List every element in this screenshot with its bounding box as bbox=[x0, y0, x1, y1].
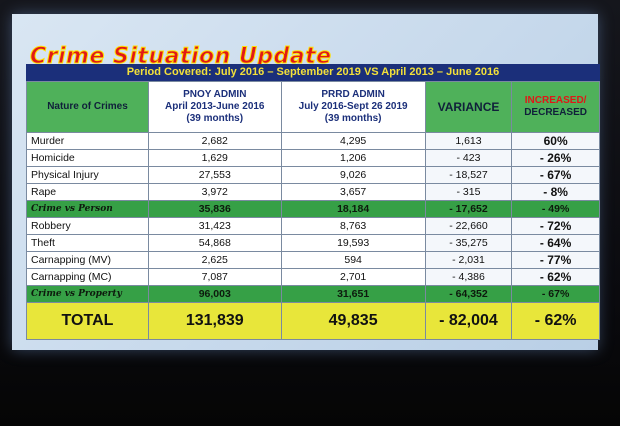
header-text: PRRD ADMIN bbox=[321, 89, 385, 100]
value-cell: - 423 bbox=[424, 149, 513, 167]
header-text: INCREASED/ bbox=[524, 95, 587, 106]
total-row: TOTAL 131,839 49,835- 82,004- 62% bbox=[26, 302, 600, 340]
value-cell: 1,206 bbox=[280, 149, 426, 167]
value-cell: 35,836 bbox=[147, 200, 282, 218]
header-cell: PNOY ADMIN April 2013-June 2016 (39 months… bbox=[147, 81, 282, 133]
header-text: April 2013-June 2016 bbox=[165, 101, 265, 112]
value-cell: 2,682 bbox=[147, 132, 282, 150]
value-cell: - 22,660 bbox=[424, 217, 513, 235]
header-text: July 2016-Sept 26 2019 bbox=[298, 101, 408, 112]
label-cell: Rape bbox=[26, 183, 149, 201]
value-cell: - 49% bbox=[511, 200, 600, 218]
value-cell: - 17,652 bbox=[424, 200, 513, 218]
label-cell: Robbery bbox=[26, 217, 149, 235]
value-cell: 18,184 bbox=[280, 200, 426, 218]
value-cell: - 82,004 bbox=[424, 302, 513, 340]
value-cell: 31,423 bbox=[147, 217, 282, 235]
value-cell: 1,613 bbox=[424, 132, 513, 150]
value-cell: 594 bbox=[280, 251, 426, 269]
value-cell: - 18,527 bbox=[424, 166, 513, 184]
header-text: DECREASED bbox=[524, 107, 587, 118]
value-cell: 96,003 bbox=[147, 285, 282, 303]
value-cell: - 62% bbox=[511, 302, 600, 340]
data-row: Physical Injury 27,553 9,026- 18,527- 67% bbox=[26, 166, 600, 184]
value-cell: 2,625 bbox=[147, 251, 282, 269]
value-cell: - 64,352 bbox=[424, 285, 513, 303]
value-cell: - 2,031 bbox=[424, 251, 513, 269]
value-cell: 31,651 bbox=[280, 285, 426, 303]
label-cell: Physical Injury bbox=[26, 166, 149, 184]
value-cell: 54,868 bbox=[147, 234, 282, 252]
value-cell: 3,657 bbox=[280, 183, 426, 201]
value-cell: 131,839 bbox=[147, 302, 282, 340]
data-row: Murder 2,682 4,295 1,613 60% bbox=[26, 132, 600, 150]
value-cell: - 315 bbox=[424, 183, 513, 201]
value-cell: - 67% bbox=[511, 166, 600, 184]
value-cell: 7,087 bbox=[147, 268, 282, 286]
header-cell: Nature of Crimes bbox=[26, 81, 149, 133]
subtotal-row: Crime vs Property 96,003 31,651- 64,352- 6… bbox=[26, 285, 600, 303]
value-cell: - 67% bbox=[511, 285, 600, 303]
subtotal-row: Crime vs Person 35,836 18,184- 17,652- 49% bbox=[26, 200, 600, 218]
value-cell: 4,295 bbox=[280, 132, 426, 150]
value-cell: - 64% bbox=[511, 234, 600, 252]
label-cell: Murder bbox=[26, 132, 149, 150]
value-cell: 19,593 bbox=[280, 234, 426, 252]
value-cell: - 77% bbox=[511, 251, 600, 269]
value-cell: - 4,386 bbox=[424, 268, 513, 286]
label-cell: TOTAL bbox=[26, 302, 149, 340]
value-cell: - 26% bbox=[511, 149, 600, 167]
data-row: Carnapping (MC) 7,087 2,701- 4,386- 62% bbox=[26, 268, 600, 286]
data-row: Carnapping (MV) 2,625 594- 2,031- 77% bbox=[26, 251, 600, 269]
header-text: (39 months) bbox=[186, 113, 244, 124]
value-cell: 49,835 bbox=[280, 302, 426, 340]
header-text: (39 months) bbox=[324, 113, 382, 124]
value-cell: 9,026 bbox=[280, 166, 426, 184]
value-cell: 2,701 bbox=[280, 268, 426, 286]
header-text: Nature of Crimes bbox=[47, 101, 128, 112]
data-row: Robbery 31,423 8,763- 22,660- 72% bbox=[26, 217, 600, 235]
data-row: Rape 3,972 3,657- 315- 8% bbox=[26, 183, 600, 201]
value-cell: - 8% bbox=[511, 183, 600, 201]
label-cell: Homicide bbox=[26, 149, 149, 167]
slide: Crime Situation Update Period Covered: J… bbox=[12, 14, 600, 350]
label-cell: Crime vs Property bbox=[26, 285, 149, 303]
header-row: Nature of Crimes PNOY ADMIN April 2013-Jun… bbox=[26, 81, 600, 133]
value-cell: - 72% bbox=[511, 217, 600, 235]
header-text: PNOY ADMIN bbox=[183, 89, 247, 100]
crime-table: Nature of Crimes PNOY ADMIN April 2013-Jun… bbox=[26, 81, 600, 340]
value-cell: 3,972 bbox=[147, 183, 282, 201]
value-cell: 27,553 bbox=[147, 166, 282, 184]
data-row: Theft 54,868 19,593- 35,275- 64% bbox=[26, 234, 600, 252]
data-row: Homicide 1,629 1,206- 423- 26% bbox=[26, 149, 600, 167]
value-cell: - 35,275 bbox=[424, 234, 513, 252]
label-cell: Carnapping (MC) bbox=[26, 268, 149, 286]
value-cell: - 62% bbox=[511, 268, 600, 286]
slide-subtitle: Period Covered: July 2016 – September 20… bbox=[26, 64, 600, 81]
value-cell: 8,763 bbox=[280, 217, 426, 235]
header-cell: PRRD ADMIN July 2016-Sept 26 2019 (39 mont… bbox=[280, 81, 426, 133]
label-cell: Carnapping (MV) bbox=[26, 251, 149, 269]
header-cell: INCREASED/DECREASED bbox=[511, 81, 600, 133]
header-text: VARIANCE bbox=[437, 100, 500, 114]
label-cell: Crime vs Person bbox=[26, 200, 149, 218]
value-cell: 60% bbox=[511, 132, 600, 150]
value-cell: 1,629 bbox=[147, 149, 282, 167]
label-cell: Theft bbox=[26, 234, 149, 252]
header-cell: VARIANCE bbox=[424, 81, 513, 133]
